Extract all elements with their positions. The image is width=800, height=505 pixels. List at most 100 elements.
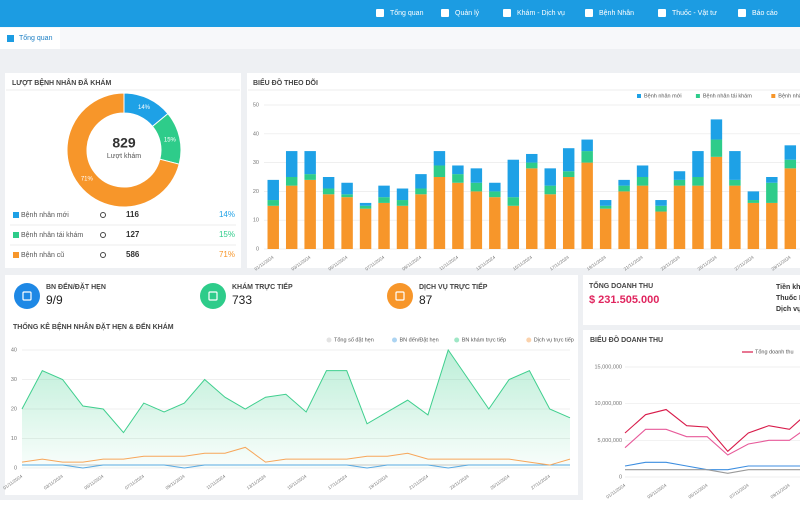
revenue-breakdown: Dịch vụ (776, 306, 800, 313)
bar-segment (544, 185, 556, 195)
y-tick-label: 40 (11, 347, 17, 353)
nav-icon (738, 9, 746, 17)
center-label: Lượt khám (107, 153, 141, 160)
revenue-label: TỔNG DOANH THU (589, 281, 653, 290)
panel-title: BIỂU ĐỒ THEO DÕI (253, 77, 318, 87)
line (624, 428, 800, 456)
y-tick-label: 10 (11, 436, 17, 442)
nav-item[interactable]: Quản lý (455, 10, 480, 17)
nav-item[interactable]: Bệnh Nhân (599, 10, 634, 17)
nav-item[interactable]: Báo cáo (752, 10, 778, 17)
y-tick-label: 0 (14, 465, 17, 471)
bar-segment (673, 185, 686, 249)
bar-segment (544, 194, 556, 249)
bar-segment (396, 200, 409, 206)
bar-segment (784, 145, 797, 160)
bar-segment (322, 188, 335, 195)
bar-segment (747, 200, 760, 203)
panel (583, 330, 800, 500)
line (625, 469, 800, 474)
bar-segment (599, 200, 612, 206)
stat-value: 733 (232, 293, 252, 307)
slice-label: 14% (138, 105, 151, 111)
revenue-breakdown: Tiền kh (776, 282, 800, 291)
nav-icon (503, 9, 511, 17)
y-tick-label: 5,000,000 (598, 438, 622, 444)
tab[interactable] (0, 28, 60, 49)
bar-segment (507, 197, 520, 206)
row-icon (100, 212, 106, 218)
legend-swatch (771, 94, 776, 98)
bar-segment (359, 205, 372, 209)
legend-swatch (13, 252, 19, 258)
bar-segment (489, 197, 501, 249)
bar-segment (433, 177, 446, 249)
stat-icon (200, 283, 226, 309)
revenue-breakdown: Thuốc F (776, 294, 800, 302)
y-tick-label: 10 (253, 218, 259, 224)
bar-segment (766, 202, 778, 249)
y-tick-label: 30 (11, 377, 17, 383)
tab-icon (7, 35, 14, 42)
bar-segment (636, 185, 649, 249)
nav-item[interactable]: Tổng quan (390, 9, 424, 17)
legend-label: Tổng doanh thu (755, 348, 794, 355)
percent: 71% (219, 250, 235, 259)
bar-segment (655, 205, 667, 212)
nav-icon (441, 9, 449, 17)
line (21, 446, 571, 466)
bar-segment (452, 182, 464, 249)
legend-swatch (637, 94, 641, 98)
stat-value: 87 (419, 293, 433, 307)
slice-label: 15% (164, 137, 177, 143)
bar-segment (341, 197, 353, 249)
legend-label: Bệnh nhân cũ (21, 252, 64, 259)
bar-segment (692, 177, 704, 186)
nav-item[interactable]: Khám - Dịch vụ (517, 10, 565, 17)
panel (247, 73, 800, 268)
bar-segment (433, 165, 446, 177)
bar-segment (636, 165, 649, 177)
nav-icon (585, 9, 593, 17)
legend-label: Dịch vụ trực tiếp (534, 337, 574, 343)
nav-icon (658, 9, 666, 17)
bar-segment (285, 151, 298, 177)
bar-segment (341, 194, 353, 198)
bar-segment (766, 182, 778, 203)
bar-segment (359, 208, 372, 249)
bar-segment (415, 188, 427, 195)
bar-segment (267, 200, 279, 206)
percent: 15% (219, 230, 235, 239)
bar-segment (489, 182, 501, 192)
tab-bar (0, 27, 800, 49)
y-tick-label: 20 (11, 406, 17, 412)
bar-segment (562, 177, 575, 249)
revenue-value: $ 231.505.000 (589, 294, 659, 306)
legend-swatch (326, 337, 332, 343)
bar-segment (618, 191, 630, 249)
legend-swatch (392, 337, 397, 343)
tab-label: Tổng quan (19, 34, 53, 42)
center-value: 829 (112, 135, 136, 151)
bar-segment (526, 162, 538, 169)
bar-segment (526, 168, 538, 249)
bar-segment (396, 205, 409, 249)
bar-segment (544, 168, 556, 186)
bar-segment (378, 202, 390, 249)
nav-item[interactable]: Thuốc - Vật tư (672, 8, 717, 17)
bar-segment (267, 179, 279, 201)
bar-segment (285, 177, 298, 186)
bar-segment (581, 162, 593, 249)
bar-segment (415, 174, 427, 189)
bar-segment (729, 179, 741, 186)
nav-icon (376, 9, 384, 17)
bar-segment (304, 151, 316, 175)
bar-segment (655, 211, 667, 249)
legend-swatch (454, 337, 460, 343)
bar-segment (618, 179, 630, 186)
bar-segment (470, 168, 483, 183)
bar-segment (747, 202, 760, 249)
bar-segment (359, 202, 372, 206)
bar-segment (304, 174, 316, 180)
